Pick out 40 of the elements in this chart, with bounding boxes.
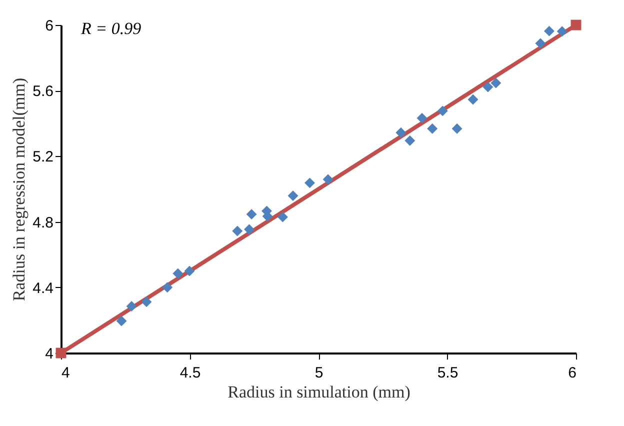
point — [556, 26, 568, 37]
x-axis-title: Radius in simulation (mm) — [228, 382, 410, 402]
x-tick-label: 6 — [568, 364, 576, 382]
point — [437, 106, 448, 116]
y-axis-title: Radius in regression model(mm) — [10, 78, 29, 302]
y-tick-label: 4.4 — [32, 280, 54, 297]
y-tick-label: 4.8 — [32, 214, 54, 232]
point — [184, 266, 195, 276]
point — [490, 78, 502, 88]
point — [468, 94, 478, 105]
y-tick-label: 5.2 — [32, 148, 54, 166]
x-tick-label: 4.5 — [180, 364, 201, 382]
point — [322, 174, 334, 185]
point — [544, 26, 554, 36]
point — [427, 123, 438, 134]
point — [172, 268, 184, 279]
y-tick-label: 5.6 — [32, 83, 54, 100]
point — [396, 127, 406, 138]
point — [246, 209, 257, 220]
y-tick-label: 6 — [45, 18, 54, 34]
point — [416, 112, 428, 124]
point — [244, 224, 254, 235]
point — [404, 135, 416, 146]
point — [116, 316, 127, 326]
point — [277, 212, 288, 222]
point — [162, 282, 173, 293]
point — [288, 190, 298, 201]
point — [304, 178, 315, 188]
point — [535, 38, 546, 49]
point — [126, 301, 137, 312]
annotation: R = 0.99 — [80, 19, 142, 38]
x-tick-label: 4 — [62, 364, 70, 382]
point — [232, 226, 243, 236]
y-tick-label: 4 — [45, 346, 54, 362]
point — [141, 296, 152, 308]
x-tick-label: 5.5 — [437, 364, 458, 382]
point — [570, 20, 582, 30]
point — [482, 82, 494, 92]
x-tick-label: 5 — [314, 364, 324, 382]
point — [452, 123, 462, 134]
